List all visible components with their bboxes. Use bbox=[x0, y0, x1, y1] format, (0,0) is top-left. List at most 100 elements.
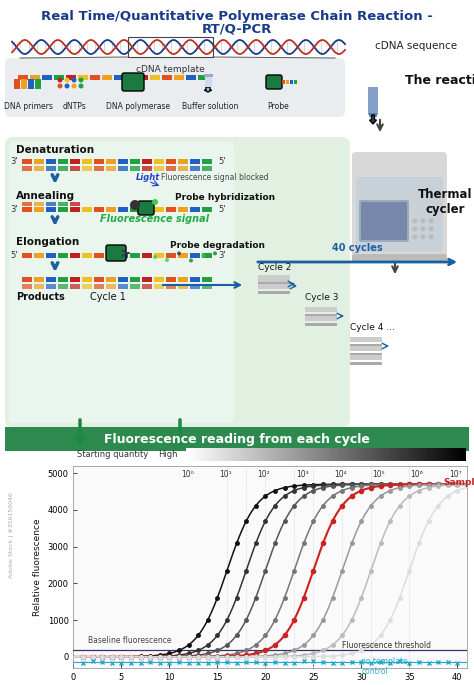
Text: Probe: Probe bbox=[267, 102, 289, 111]
Bar bbox=[70, 166, 80, 171]
Bar bbox=[46, 253, 56, 258]
Bar bbox=[154, 166, 164, 171]
Text: Baseline fluorescence: Baseline fluorescence bbox=[88, 636, 172, 645]
Text: 3': 3' bbox=[10, 156, 18, 166]
FancyBboxPatch shape bbox=[352, 152, 447, 257]
Bar bbox=[46, 207, 56, 212]
Bar bbox=[350, 344, 382, 347]
Bar bbox=[46, 284, 56, 289]
Bar bbox=[202, 207, 212, 212]
Bar bbox=[198, 75, 208, 80]
Bar bbox=[166, 284, 176, 289]
Circle shape bbox=[79, 77, 83, 82]
Bar bbox=[34, 166, 44, 171]
Bar bbox=[106, 284, 116, 289]
Bar bbox=[35, 79, 41, 89]
Bar bbox=[305, 316, 337, 321]
Bar bbox=[118, 166, 128, 171]
Bar bbox=[42, 75, 52, 80]
Bar bbox=[130, 253, 140, 258]
Text: Real Time/Quantitative Polymerase Chain Reaction -: Real Time/Quantitative Polymerase Chain … bbox=[41, 10, 433, 23]
Text: Fluorescence signal blocked: Fluorescence signal blocked bbox=[161, 173, 269, 182]
Text: Probe degradation: Probe degradation bbox=[170, 241, 265, 250]
Bar bbox=[18, 75, 28, 80]
Text: Sample: Sample bbox=[443, 478, 474, 487]
Bar bbox=[190, 207, 200, 212]
Circle shape bbox=[428, 227, 434, 232]
Circle shape bbox=[412, 227, 418, 232]
Bar bbox=[34, 159, 44, 164]
Text: Probe hybridization: Probe hybridization bbox=[175, 193, 275, 202]
Bar bbox=[174, 75, 184, 80]
Circle shape bbox=[72, 77, 76, 82]
Circle shape bbox=[189, 258, 193, 262]
Text: Fluorescence signal: Fluorescence signal bbox=[100, 214, 210, 224]
Bar bbox=[106, 277, 116, 282]
Bar bbox=[94, 284, 104, 289]
Text: 10⁶: 10⁶ bbox=[410, 470, 423, 479]
FancyBboxPatch shape bbox=[122, 73, 144, 91]
Circle shape bbox=[64, 77, 70, 82]
FancyBboxPatch shape bbox=[266, 75, 282, 89]
Bar bbox=[205, 75, 212, 87]
Bar bbox=[118, 277, 128, 282]
Text: 3': 3' bbox=[10, 205, 18, 214]
Bar bbox=[190, 277, 200, 282]
Bar bbox=[106, 166, 116, 171]
Bar bbox=[258, 282, 290, 285]
Bar bbox=[190, 166, 200, 171]
FancyBboxPatch shape bbox=[359, 200, 409, 242]
Bar bbox=[118, 284, 128, 289]
Bar bbox=[154, 207, 164, 212]
FancyBboxPatch shape bbox=[5, 137, 350, 427]
Text: dNTPs: dNTPs bbox=[63, 102, 87, 111]
Bar bbox=[350, 353, 382, 356]
Bar bbox=[258, 284, 290, 287]
Bar bbox=[82, 207, 92, 212]
Bar bbox=[54, 75, 64, 80]
FancyBboxPatch shape bbox=[106, 245, 126, 261]
Text: Cycle 2: Cycle 2 bbox=[258, 263, 292, 272]
Bar bbox=[142, 277, 152, 282]
Bar bbox=[350, 346, 382, 351]
Bar bbox=[142, 284, 152, 289]
Bar bbox=[369, 113, 377, 117]
Circle shape bbox=[428, 234, 434, 240]
Text: 10⁷: 10⁷ bbox=[449, 470, 461, 479]
Bar bbox=[154, 253, 164, 258]
Bar bbox=[178, 284, 188, 289]
Text: RT/Q-PCR: RT/Q-PCR bbox=[202, 23, 272, 36]
Bar bbox=[78, 75, 88, 80]
Bar bbox=[128, 37, 213, 57]
Bar bbox=[46, 166, 56, 171]
Bar bbox=[22, 277, 32, 282]
Bar bbox=[258, 275, 290, 280]
Bar bbox=[70, 207, 80, 212]
Bar bbox=[34, 202, 44, 206]
Bar bbox=[14, 79, 20, 89]
Bar bbox=[34, 284, 44, 289]
Text: Starting quantity: Starting quantity bbox=[77, 450, 149, 460]
Bar bbox=[114, 75, 124, 80]
Bar bbox=[130, 284, 140, 289]
FancyBboxPatch shape bbox=[9, 141, 234, 423]
Text: cDNA template: cDNA template bbox=[136, 65, 204, 74]
Text: Buffer solution: Buffer solution bbox=[182, 102, 238, 111]
Bar bbox=[186, 75, 196, 80]
Text: cDNA sequence: cDNA sequence bbox=[375, 41, 457, 51]
Text: Denaturation: Denaturation bbox=[16, 145, 94, 155]
Bar bbox=[94, 207, 104, 212]
Bar bbox=[190, 284, 200, 289]
Bar bbox=[46, 202, 56, 206]
Bar bbox=[106, 207, 116, 212]
Text: Light: Light bbox=[136, 173, 160, 182]
Bar bbox=[166, 207, 176, 212]
Bar bbox=[30, 75, 40, 80]
Bar bbox=[178, 277, 188, 282]
Text: 40 cycles: 40 cycles bbox=[332, 243, 383, 253]
Circle shape bbox=[412, 234, 418, 240]
Bar bbox=[138, 75, 148, 80]
Bar bbox=[142, 159, 152, 164]
Bar bbox=[22, 166, 32, 171]
Bar bbox=[118, 253, 128, 258]
